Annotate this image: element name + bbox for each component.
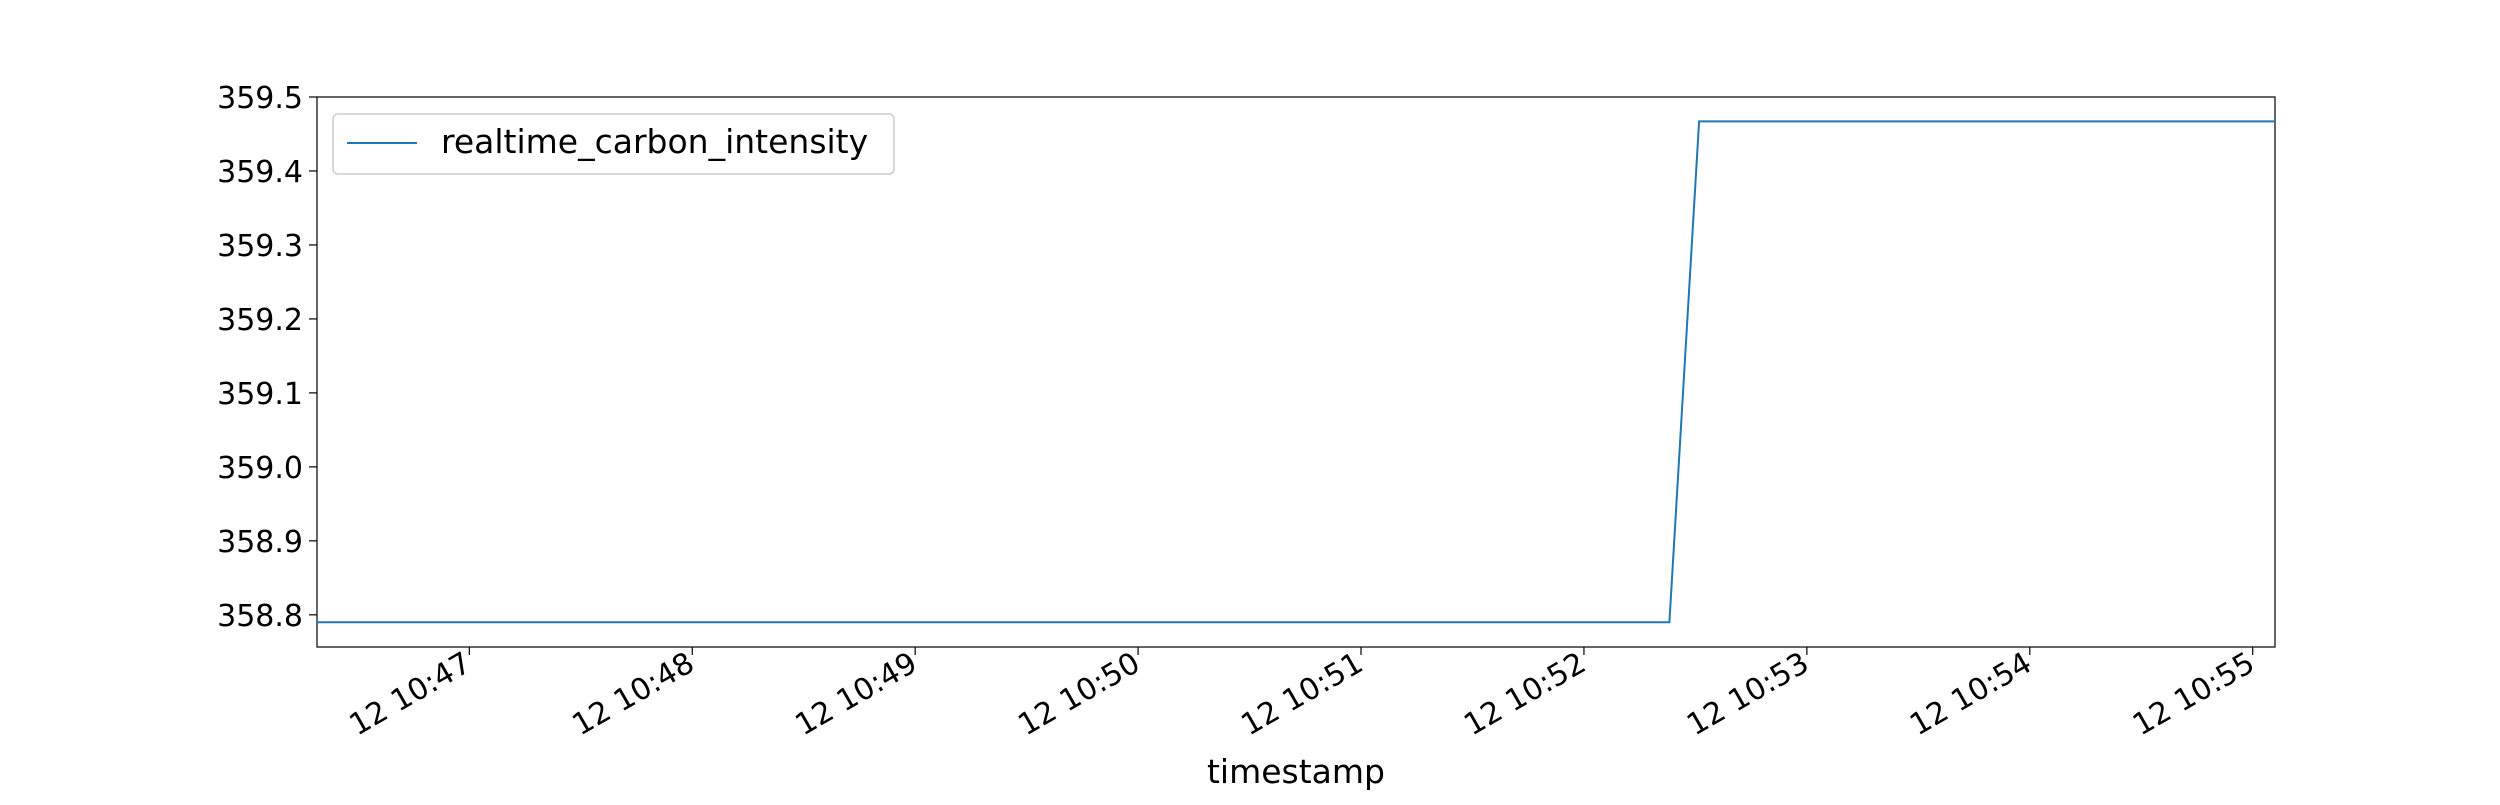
y-tick-label: 359.4 [217,155,303,190]
legend: realtime_carbon_intensity [332,113,895,175]
x-tick-label: 12 10:49 [789,646,923,743]
x-tick-label: 12 10:50 [1012,646,1146,743]
y-tick-label: 359.3 [217,229,303,264]
y-tick-label: 358.9 [217,525,303,560]
series-line [317,120,2275,624]
axes: 358.8 358.9 359.0 359.1 359.2 359.3 359.4 359.5… [217,81,2276,791]
series-layer [317,120,2275,624]
x-tick-label: 12 10:48 [567,646,701,743]
x-tick-label: 12 10:52 [1458,646,1592,743]
legend-box [332,113,895,175]
x-axis-label: timestamp [1207,752,1385,791]
x-tick-label: 12 10:53 [1681,646,1815,743]
legend-label: realtime_carbon_intensity [441,122,868,161]
x-tick-label: 12 10:55 [2127,646,2261,743]
y-tick-label: 359.5 [217,81,303,116]
plot-frame [316,96,2276,648]
x-tick-label: 12 10:51 [1235,646,1369,743]
x-tick-label: 12 10:54 [1904,646,2038,743]
y-tick-label: 359.0 [217,451,303,486]
y-tick-label: 359.2 [217,303,303,338]
x-tick-label: 12 10:47 [344,646,478,743]
y-tick-label: 359.1 [217,377,303,412]
y-tick-label: 358.8 [217,599,303,634]
